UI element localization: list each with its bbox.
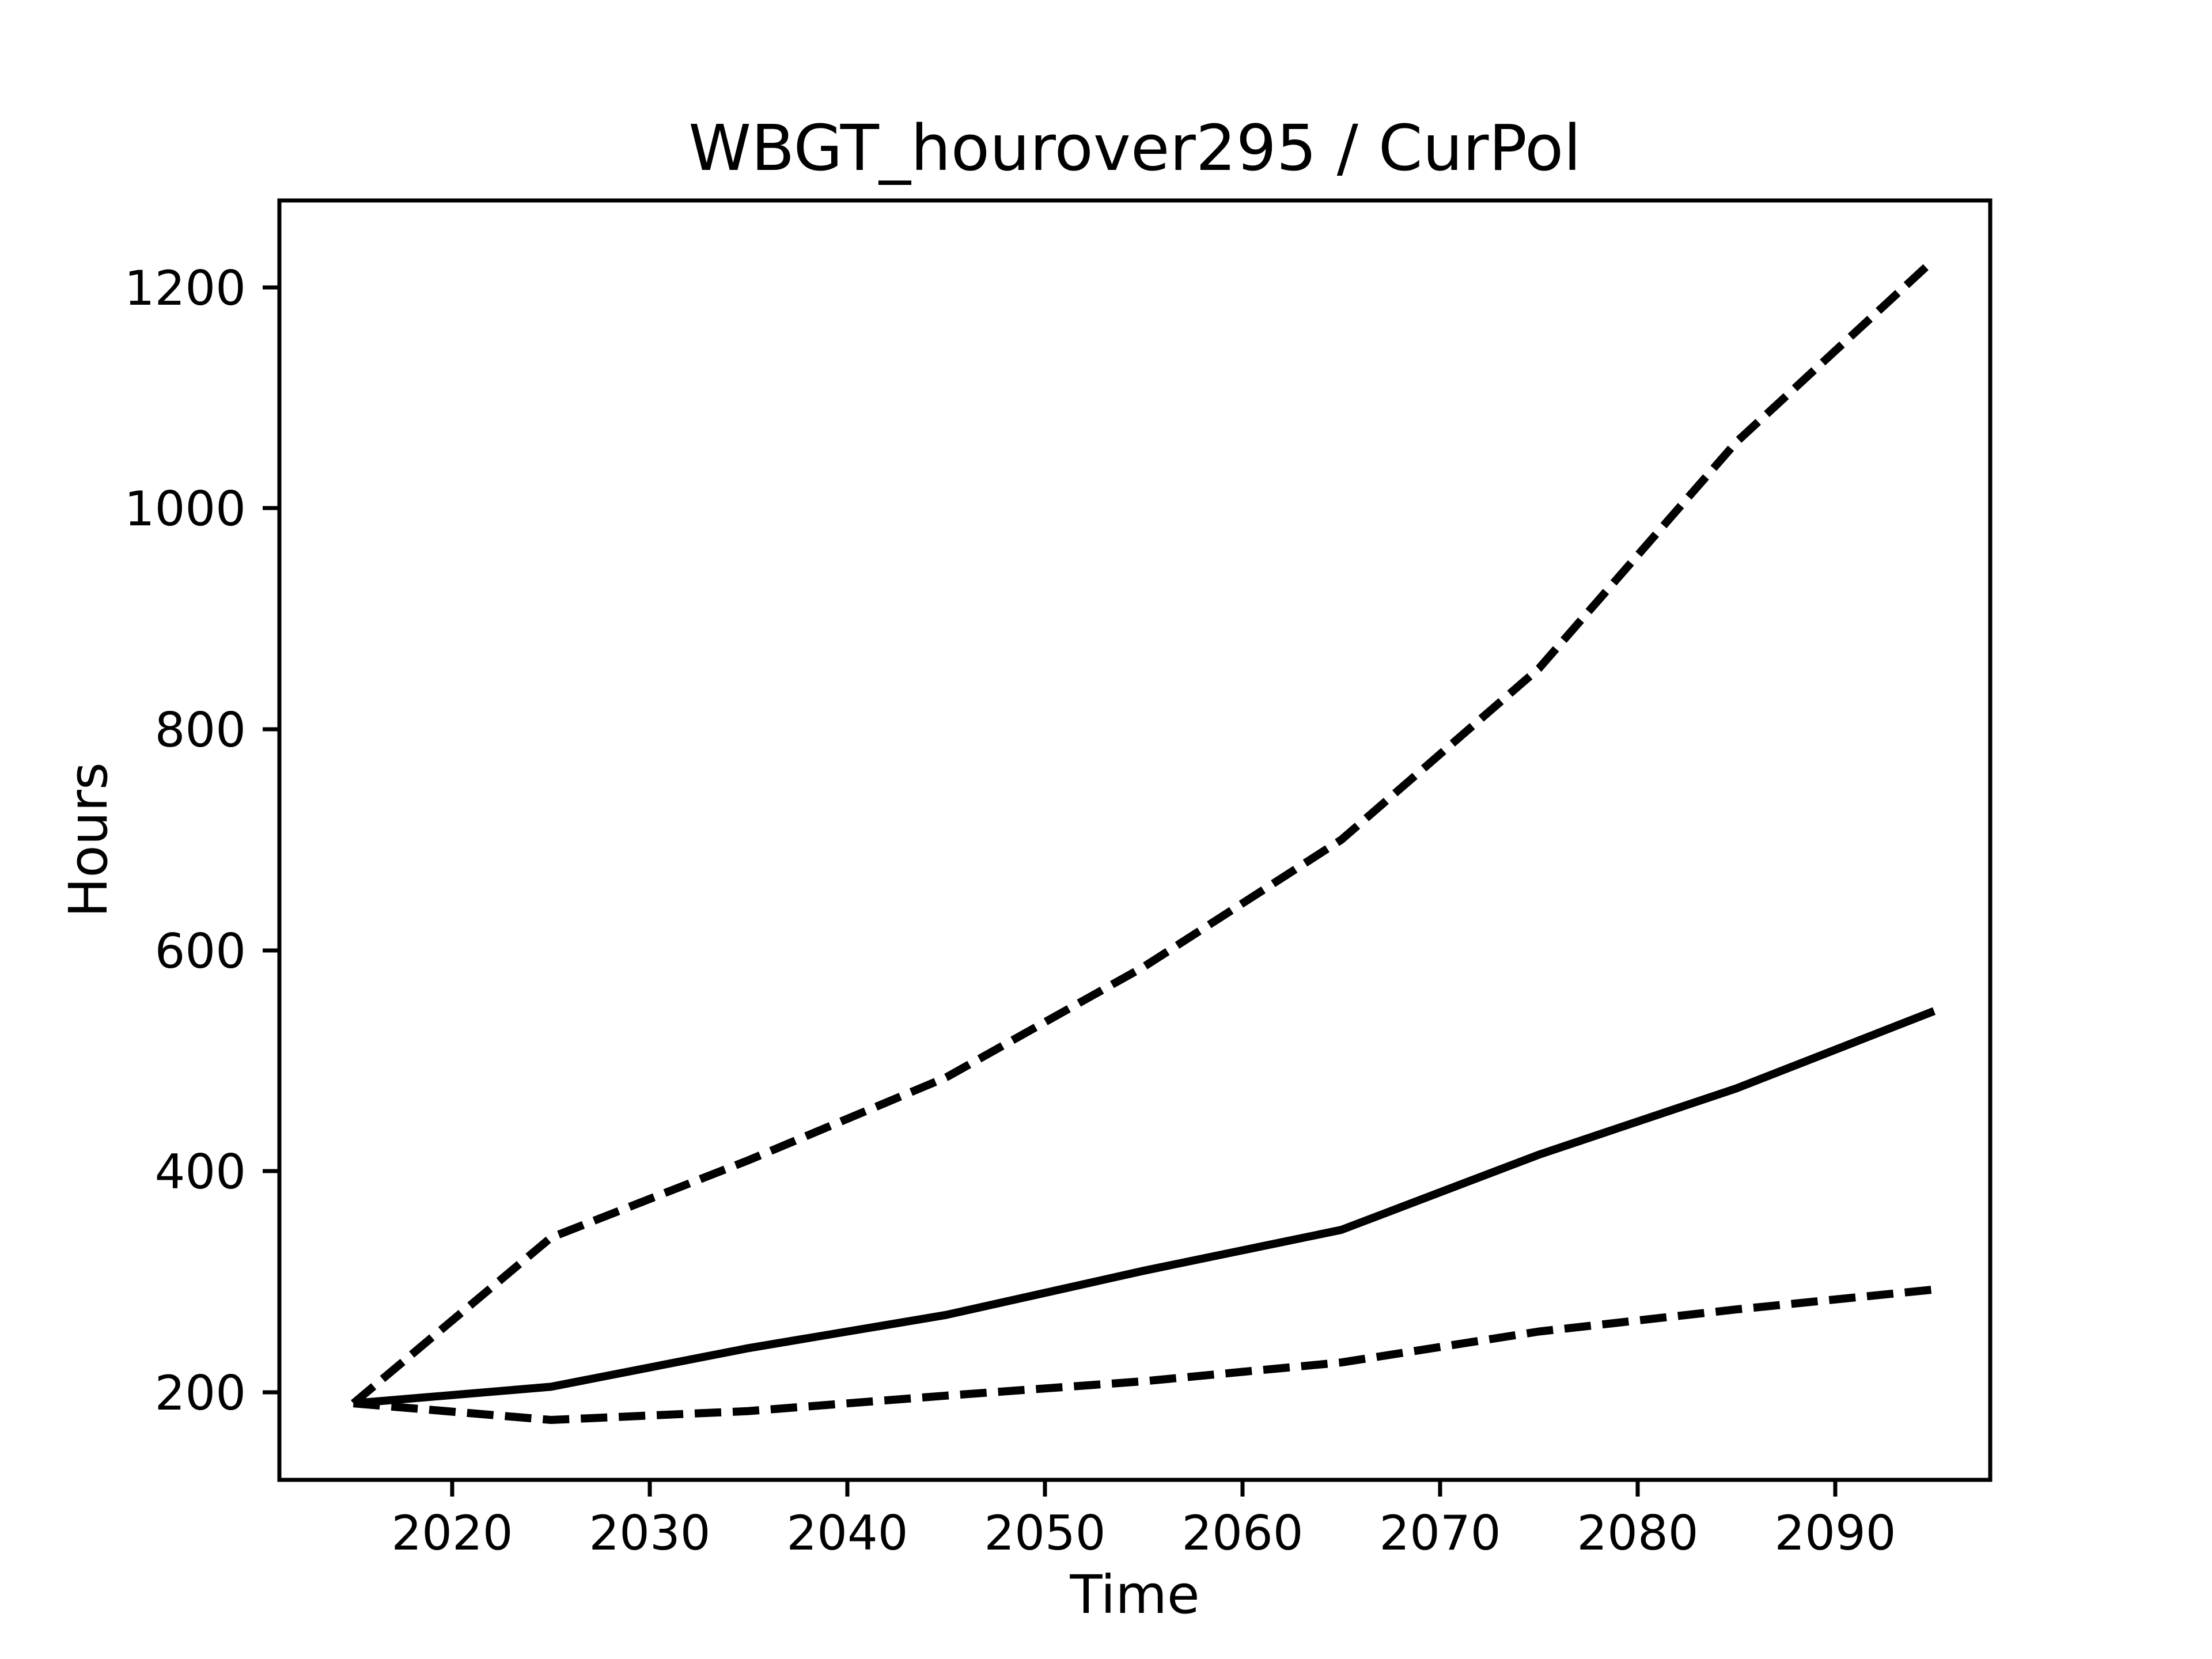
y-axis-ticks bbox=[263, 285, 279, 1395]
x-tick-label: 2020 bbox=[391, 1505, 513, 1561]
series-line-upper-dashed bbox=[351, 256, 1937, 1407]
x-tick-label: 2070 bbox=[1379, 1505, 1501, 1561]
x-tick-label: 2060 bbox=[1181, 1505, 1303, 1561]
y-tick-label: 200 bbox=[155, 1365, 246, 1421]
x-tick-labels: 2020 2030 2040 2050 2060 2070 2080 2090 bbox=[391, 1505, 1896, 1561]
chart-title: WBGT_hourover295 / CurPol bbox=[688, 111, 1581, 185]
y-axis-label: Hours bbox=[58, 762, 119, 918]
x-tick-label: 2090 bbox=[1774, 1505, 1896, 1561]
plot-frame bbox=[277, 198, 1993, 1482]
x-tick-label: 2080 bbox=[1577, 1505, 1698, 1561]
x-tick-label: 2040 bbox=[786, 1505, 908, 1561]
y-tick-label: 800 bbox=[155, 702, 246, 758]
x-axis-label: Time bbox=[1069, 1564, 1199, 1626]
series-line-central-solid bbox=[353, 1007, 1936, 1408]
x-tick-label: 2030 bbox=[589, 1505, 710, 1561]
series-group bbox=[351, 256, 1937, 1424]
y-tick-label: 1200 bbox=[124, 260, 246, 316]
y-tick-label: 1000 bbox=[124, 481, 246, 537]
y-tick-labels: 200 400 600 800 1000 1200 bbox=[124, 260, 246, 1421]
y-tick-label: 400 bbox=[155, 1144, 246, 1200]
x-tick-label: 2050 bbox=[984, 1505, 1105, 1561]
y-tick-label: 600 bbox=[155, 923, 246, 979]
x-axis-ticks bbox=[450, 1480, 1838, 1497]
